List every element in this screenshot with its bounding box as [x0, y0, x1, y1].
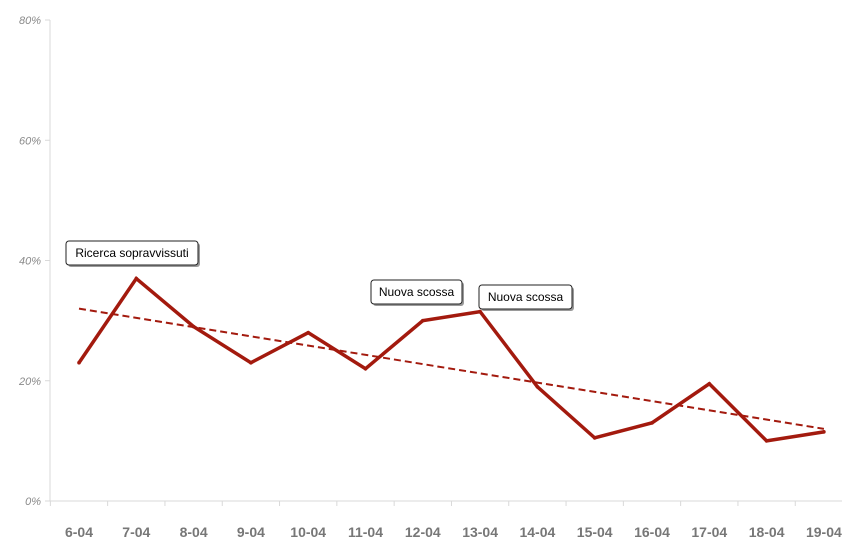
y-tick-label: 80% — [19, 15, 41, 27]
x-tick-label: 13-04 — [462, 524, 498, 540]
x-tick-label: 17-04 — [691, 524, 727, 540]
x-tick-label: 11-04 — [348, 524, 383, 540]
x-tick-label: 15-04 — [577, 524, 613, 540]
data-point — [363, 366, 368, 371]
data-point — [822, 430, 826, 434]
y-axis: 0% 20% 40% 60% 80% — [18, 15, 51, 508]
annotation-label: Nuova scossa — [379, 285, 455, 299]
data-point — [421, 318, 425, 323]
annotation-label: Nuova scossa — [488, 290, 564, 304]
trendline — [78, 307, 825, 430]
annotation-callout: Ricerca sopravvissuti — [65, 240, 200, 267]
data-point — [306, 330, 311, 335]
x-tick-label: 19-04 — [806, 524, 842, 540]
annotation-box — [65, 240, 199, 266]
data-point — [707, 381, 712, 386]
data-point — [535, 384, 540, 389]
annotation-callout: Nuova scossa — [478, 284, 574, 311]
x-tick-label: 16-04 — [634, 524, 670, 540]
data-point — [650, 421, 654, 425]
y-tick-label: 20% — [18, 376, 41, 388]
data-point — [764, 439, 769, 443]
trendline-layer — [78, 307, 825, 430]
series-line — [77, 275, 825, 443]
x-tick-label: 6-04 — [65, 524, 93, 540]
data-point — [249, 360, 253, 365]
x-axis: 6-04 7-04 8-04 9-04 10-04 11-04 12-04 13-04 14-0… — [49, 500, 842, 540]
annotation-label: Ricerca sopravvissuti — [75, 246, 188, 260]
x-tick-label: 7-04 — [122, 524, 150, 540]
series-layer — [77, 275, 826, 443]
y-tick-label: 0% — [25, 496, 41, 508]
x-tick-label: 8-04 — [180, 524, 208, 540]
data-point — [478, 309, 482, 314]
annotation-box — [478, 284, 573, 310]
x-tick-label: 12-04 — [405, 524, 441, 540]
data-point — [77, 360, 81, 365]
y-tick-label: 60% — [19, 135, 41, 147]
x-tick-label: 9-04 — [237, 524, 265, 540]
data-point — [191, 324, 196, 329]
annotation-box — [370, 279, 463, 305]
annotation-layer: Ricerca sopravvissuti Nuova scossa Nuova s… — [65, 240, 574, 311]
x-tick-label: 14-04 — [519, 524, 555, 540]
annotation-callout: Nuova scossa — [370, 279, 464, 306]
x-tick-label: 10-04 — [290, 524, 326, 540]
y-tick-label: 40% — [19, 256, 41, 268]
x-tick-label: 18-04 — [749, 524, 785, 540]
data-point — [592, 436, 597, 440]
data-point — [134, 276, 139, 281]
